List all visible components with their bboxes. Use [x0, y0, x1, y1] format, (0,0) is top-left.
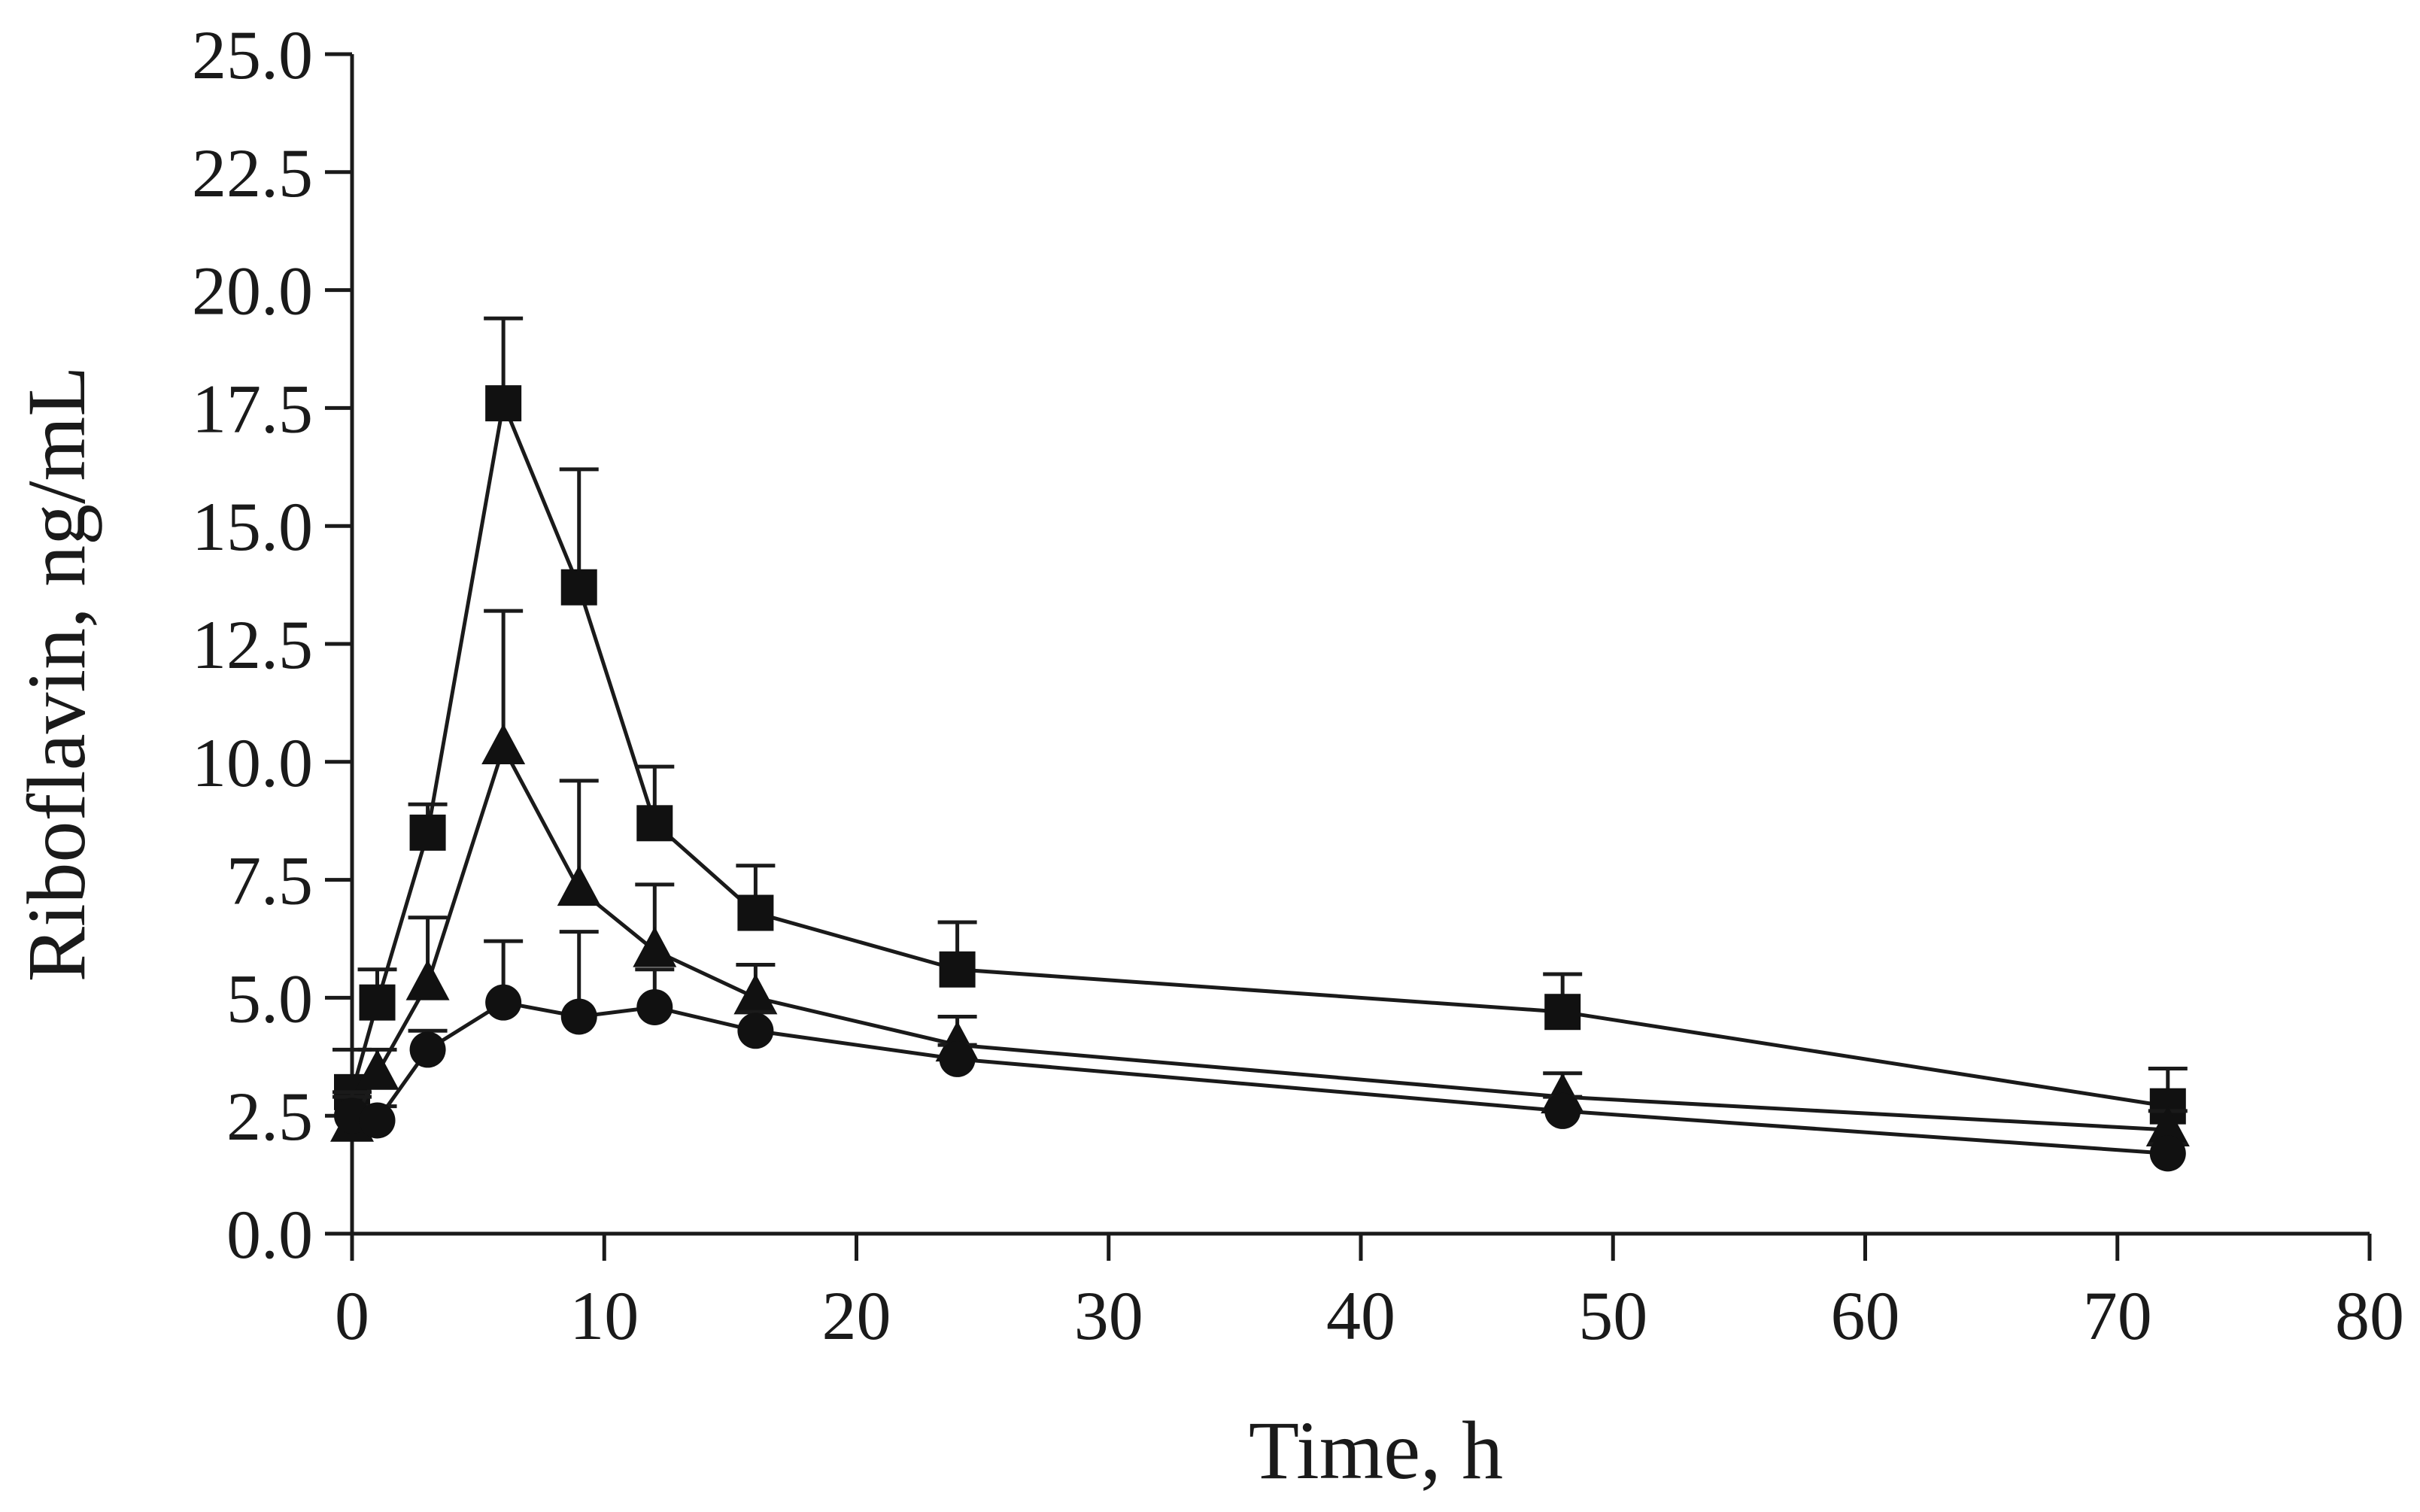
y-tick-label: 25.0	[192, 17, 313, 93]
y-tick-label: 7.5	[226, 843, 313, 919]
square-marker	[485, 385, 522, 422]
x-tick-label: 10	[569, 1277, 639, 1354]
y-tick-label: 15.0	[192, 488, 313, 565]
y-tick-label: 12.5	[192, 606, 313, 683]
circle-marker	[560, 998, 597, 1035]
square-marker	[737, 894, 774, 931]
circle-marker	[737, 1013, 774, 1049]
circle-marker	[2149, 1135, 2186, 1172]
x-tick-label: 30	[1074, 1277, 1143, 1354]
y-tick-label: 0.0	[226, 1196, 313, 1273]
y-tick-label: 5.0	[226, 960, 313, 1037]
x-tick-label: 50	[1578, 1277, 1647, 1354]
square-marker	[1544, 994, 1581, 1031]
x-tick-label: 70	[2083, 1277, 2152, 1354]
y-tick-label: 2.5	[226, 1078, 313, 1155]
circle-marker	[1544, 1092, 1581, 1129]
y-tick-label: 22.5	[192, 135, 313, 211]
series-square	[332, 316, 2188, 1125]
triangle-marker	[557, 865, 601, 906]
triangle-marker	[405, 959, 450, 1000]
triangle-marker	[633, 926, 677, 967]
circle-marker	[939, 1040, 976, 1077]
square-marker	[409, 814, 446, 851]
circle-marker	[359, 1102, 396, 1139]
circle-marker	[636, 988, 673, 1025]
y-tick-label: 20.0	[192, 253, 313, 329]
series-line-square	[350, 396, 2169, 1109]
axes: 0.0 2.5 5.0 7.5 10.0 12.5 15.0 17.5 20.0 22.5 25.0…	[192, 17, 2404, 1354]
triangle-marker	[2145, 1106, 2190, 1147]
triangle-marker	[481, 723, 526, 764]
x-tick-label: 40	[1326, 1277, 1395, 1354]
square-marker	[636, 805, 673, 842]
y-tick-label: 17.5	[192, 370, 313, 447]
series-layer	[330, 316, 2190, 1172]
circle-marker	[409, 1031, 446, 1068]
x-tick-label: 0	[335, 1277, 369, 1354]
y-axis-title: Riboflavin, ng/mL	[11, 366, 102, 982]
square-marker	[560, 569, 597, 606]
square-marker	[359, 984, 396, 1021]
triangle-marker	[355, 1049, 399, 1090]
series-line-triangle	[350, 742, 2168, 1132]
series-line-circle	[351, 1000, 2168, 1155]
x-axis-title: Time, h	[1249, 1404, 1503, 1496]
x-tick-label: 80	[2335, 1277, 2404, 1354]
series-circle	[332, 930, 2188, 1172]
x-tick-label: 20	[822, 1277, 891, 1354]
triangle-marker	[733, 973, 778, 1015]
circle-marker	[485, 984, 522, 1021]
x-tick-label: 60	[1831, 1277, 1900, 1354]
y-tick-label: 10.0	[192, 724, 313, 801]
square-marker	[939, 951, 976, 988]
